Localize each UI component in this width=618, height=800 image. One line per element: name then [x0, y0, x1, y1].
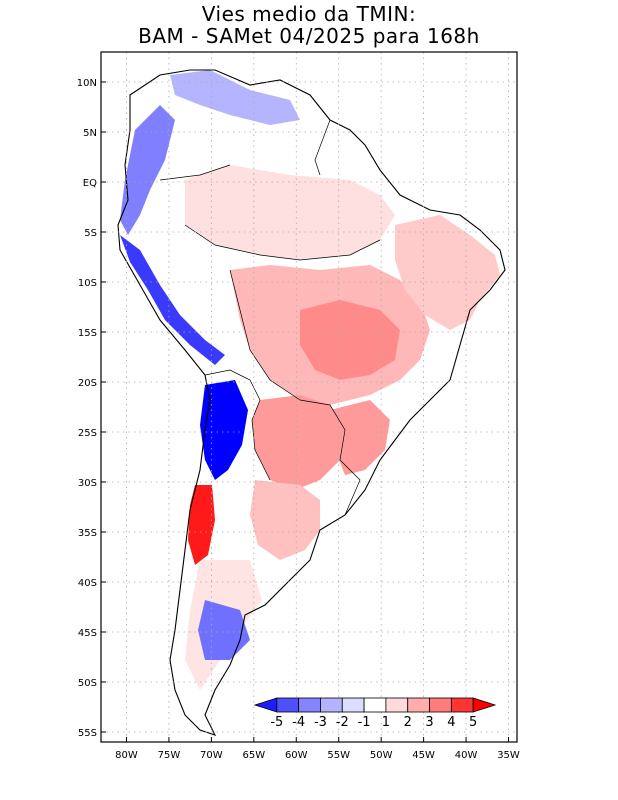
- lon-tick-label: 65W: [243, 750, 266, 761]
- colorbar-label: -3: [314, 715, 327, 730]
- colorbar-label: 1: [382, 715, 390, 730]
- latitude-axis: 10N 5N EQ 5S 10S 15S 20S 25S 30S 35S 40S 45S 50S 55S: [77, 78, 106, 739]
- lat-tick-label: 10S: [78, 278, 97, 289]
- colorbar-swatch: [253, 697, 278, 713]
- colorbar-swatch: [450, 697, 474, 713]
- colorbar-swatch: [341, 697, 365, 713]
- lon-tick-label: 45W: [412, 750, 435, 761]
- lat-tick-label: 5S: [84, 228, 97, 239]
- lat-tick-label: 55S: [78, 728, 97, 739]
- map-title-line-1: Vies medio da TMIN:: [201, 2, 417, 26]
- lat-tick-label: 5N: [83, 128, 97, 139]
- cold-region-northern-andes: [120, 105, 175, 235]
- cold-region-patagonia-south: [198, 600, 250, 660]
- warm-region-amazon: [185, 165, 395, 260]
- warm-region-south-brazil: [330, 400, 390, 475]
- colorbar-label: -5: [270, 715, 283, 730]
- colorbar-label: 4: [447, 715, 455, 730]
- lon-tick-label: 75W: [158, 750, 181, 761]
- lat-tick-label: 30S: [78, 478, 97, 489]
- cold-region-peru-coast: [120, 235, 225, 365]
- lat-tick-label: 15S: [78, 328, 97, 339]
- warm-region-northeast: [395, 215, 500, 330]
- lat-tick-label: 50S: [78, 678, 97, 689]
- lon-tick-label: 35W: [497, 750, 520, 761]
- colorbar-legend: -5 -4 -3 -2 -1 1 2 3 4 5: [253, 697, 497, 730]
- colorbar-swatch: [385, 697, 409, 713]
- warm-region-central-chile: [188, 485, 215, 565]
- lat-tick-label: 10N: [77, 78, 97, 89]
- longitude-axis: 80W 75W 70W 65W 60W 55W 50W 45W 40W 35W: [115, 737, 520, 761]
- country-borders: [159, 119, 381, 516]
- colorbar-label: 3: [425, 715, 433, 730]
- lat-tick-label: 25S: [78, 428, 97, 439]
- colorbar-label: -4: [292, 715, 305, 730]
- lat-tick-label: 45S: [78, 628, 97, 639]
- lon-tick-label: 60W: [285, 750, 308, 761]
- colorbar-label: 2: [404, 715, 412, 730]
- colorbar-swatch: [429, 697, 452, 713]
- lat-tick-label: 20S: [78, 378, 97, 389]
- warm-region-pampas: [250, 480, 320, 560]
- lon-tick-label: 40W: [455, 750, 478, 761]
- colorbar-swatch: [363, 697, 387, 713]
- bias-shading: [120, 70, 500, 690]
- warm-region-core: [300, 300, 400, 380]
- colorbar-label: -2: [336, 715, 349, 730]
- colorbar-swatch: [298, 697, 321, 713]
- south-america-coastline: [117, 69, 506, 736]
- colorbar-swatch: [320, 697, 343, 713]
- map-frame: [100, 51, 518, 743]
- map-title-line-2: BAM - SAMet 04/2025 para 168h: [138, 24, 480, 48]
- lat-lon-grid: [101, 52, 517, 742]
- lon-tick-label: 80W: [115, 750, 138, 761]
- colorbar-swatch: [276, 697, 300, 713]
- lon-tick-label: 55W: [327, 750, 350, 761]
- lat-tick-label: EQ: [83, 178, 97, 189]
- lon-tick-label: 70W: [200, 750, 223, 761]
- warm-region-chaco: [252, 395, 345, 490]
- colorbar-label: -1: [358, 715, 371, 730]
- lat-tick-label: 40S: [78, 578, 97, 589]
- colorbar-swatch: [472, 697, 497, 713]
- lat-tick-label: 35S: [78, 528, 97, 539]
- lon-tick-label: 50W: [370, 750, 393, 761]
- colorbar-swatch: [407, 697, 430, 713]
- colorbar-label: 5: [469, 715, 477, 730]
- cold-region-chile: [200, 380, 248, 480]
- cold-region-caribbean-coast: [170, 70, 300, 125]
